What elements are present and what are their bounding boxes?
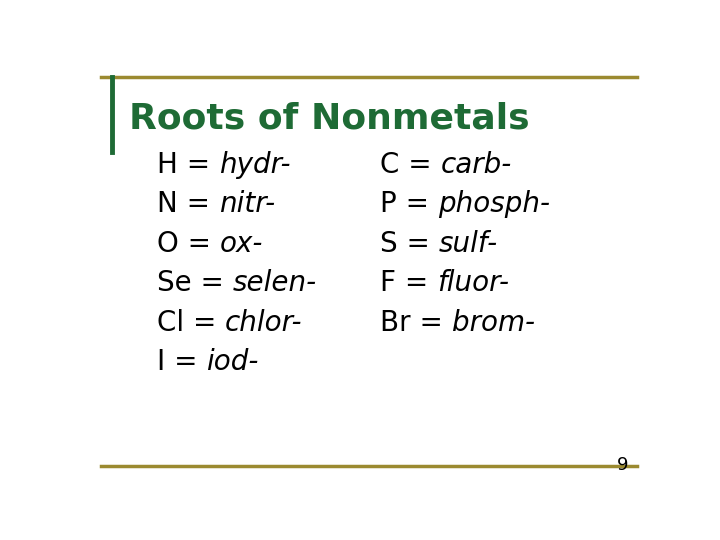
Text: 9: 9	[617, 456, 629, 474]
Text: hydr-: hydr-	[219, 151, 290, 179]
Text: phosph-: phosph-	[438, 190, 550, 218]
Text: N =: N =	[157, 190, 219, 218]
Text: P =: P =	[380, 190, 438, 218]
Text: iod-: iod-	[207, 348, 258, 376]
Text: sulf-: sulf-	[439, 230, 498, 258]
Text: I =: I =	[157, 348, 207, 376]
Text: Br =: Br =	[380, 308, 452, 336]
Text: Cl =: Cl =	[157, 308, 225, 336]
Text: S =: S =	[380, 230, 439, 258]
Text: fluor-: fluor-	[437, 269, 509, 297]
Text: O =: O =	[157, 230, 220, 258]
Text: F =: F =	[380, 269, 437, 297]
Text: brom-: brom-	[452, 308, 535, 336]
Text: C =: C =	[380, 151, 441, 179]
Text: selen-: selen-	[233, 269, 317, 297]
Text: nitr-: nitr-	[219, 190, 275, 218]
Text: Se =: Se =	[157, 269, 233, 297]
Text: chlor-: chlor-	[225, 308, 302, 336]
Text: Roots of Nonmetals: Roots of Nonmetals	[129, 102, 530, 136]
Text: carb-: carb-	[441, 151, 512, 179]
Text: H =: H =	[157, 151, 219, 179]
Text: ox-: ox-	[220, 230, 264, 258]
